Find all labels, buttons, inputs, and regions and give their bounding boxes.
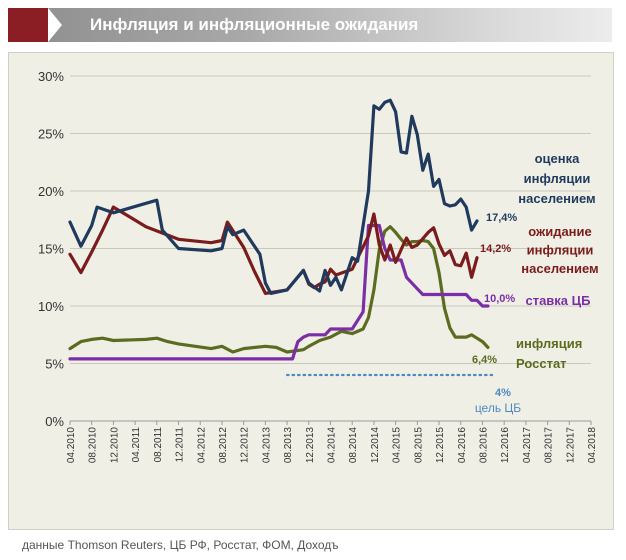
series-line-key-rate xyxy=(68,223,490,361)
series-label: населением xyxy=(521,261,598,276)
y-tick-label: 30% xyxy=(38,69,64,84)
series-line-expectation xyxy=(68,205,479,295)
x-tick-label: 04.2012 xyxy=(196,427,207,464)
x-tick-label: 04.2010 xyxy=(66,427,77,464)
x-tick-label: 12.2010 xyxy=(109,427,120,464)
header-notch xyxy=(48,8,62,42)
series-label: инфляция xyxy=(516,336,582,351)
series-label: Росстат xyxy=(516,356,567,371)
series-layer xyxy=(68,98,495,377)
x-tick-label: 08.2012 xyxy=(218,427,229,464)
x-tick-label: 08.2016 xyxy=(478,427,489,464)
x-tick-label: 08.2014 xyxy=(348,427,359,464)
y-tick-label: 10% xyxy=(38,299,64,314)
x-tick-label: 08.2011 xyxy=(153,427,164,463)
x-tick-label: 12.2017 xyxy=(565,427,576,464)
chart-heading: Инфляция и инфляционные ожидания xyxy=(90,15,419,34)
x-tick-label: 04.2013 xyxy=(261,427,272,464)
x-tick-label: 12.2014 xyxy=(370,427,381,464)
label-layer: 17,4% 14,2% 10,0% 6,4% оценка инфляции населен… xyxy=(472,151,599,415)
y-tick-label: 15% xyxy=(38,242,64,257)
x-tick-label: 04.2018 xyxy=(587,427,598,464)
x-tick-label: 12.2013 xyxy=(305,427,316,464)
series-label: ожидание xyxy=(528,224,592,239)
axis-layer: 0% 5% 10% 15% 20% 25% 30% 04.2010 08.2010 12.2010… xyxy=(38,69,598,463)
target-name-label: цель ЦБ xyxy=(475,401,521,415)
end-value-label: 17,4% xyxy=(486,212,517,224)
series-label: населением xyxy=(518,191,595,206)
end-value-label: 14,2% xyxy=(480,243,511,255)
x-tick-label: 12.2011 xyxy=(175,427,186,463)
x-tick-label: 08.2013 xyxy=(283,427,294,464)
end-value-label: 6,4% xyxy=(472,354,497,366)
x-tick-label: 04.2014 xyxy=(327,427,338,464)
x-tick-label: 04.2011 xyxy=(131,427,142,463)
target-value-label: 4% xyxy=(495,387,511,399)
y-tick-label: 0% xyxy=(45,414,64,429)
source-note: данные Thomson Reuters, ЦБ РФ, Росстат, … xyxy=(22,538,339,552)
y-tick-label: 25% xyxy=(38,127,64,142)
x-tick-label: 12.2015 xyxy=(435,427,446,464)
series-line-estimate xyxy=(68,98,479,295)
x-tick-label: 12.2012 xyxy=(240,427,251,464)
grid-layer xyxy=(70,75,591,422)
x-tick-label: 04.2015 xyxy=(392,427,403,464)
series-label: ставка ЦБ xyxy=(525,293,590,308)
y-tick-label: 20% xyxy=(38,184,64,199)
x-tick-label: 04.2016 xyxy=(457,427,468,464)
series-line-inflation xyxy=(68,225,490,354)
plot-frame xyxy=(8,52,614,530)
y-tick-label: 5% xyxy=(45,357,64,372)
x-tick-label: 08.2017 xyxy=(544,427,555,464)
x-tick-label: 12.2016 xyxy=(500,427,511,464)
series-label: оценка xyxy=(535,151,581,166)
x-tick-label: 08.2010 xyxy=(88,427,99,464)
x-tick-label: 04.2017 xyxy=(522,427,533,464)
series-label: инфляции xyxy=(524,171,591,186)
end-value-label: 10,0% xyxy=(484,293,515,305)
series-label: инфляции xyxy=(527,243,594,258)
x-tick-label: 08.2015 xyxy=(413,427,424,464)
header-badge xyxy=(8,8,48,42)
header-bar xyxy=(8,8,612,42)
